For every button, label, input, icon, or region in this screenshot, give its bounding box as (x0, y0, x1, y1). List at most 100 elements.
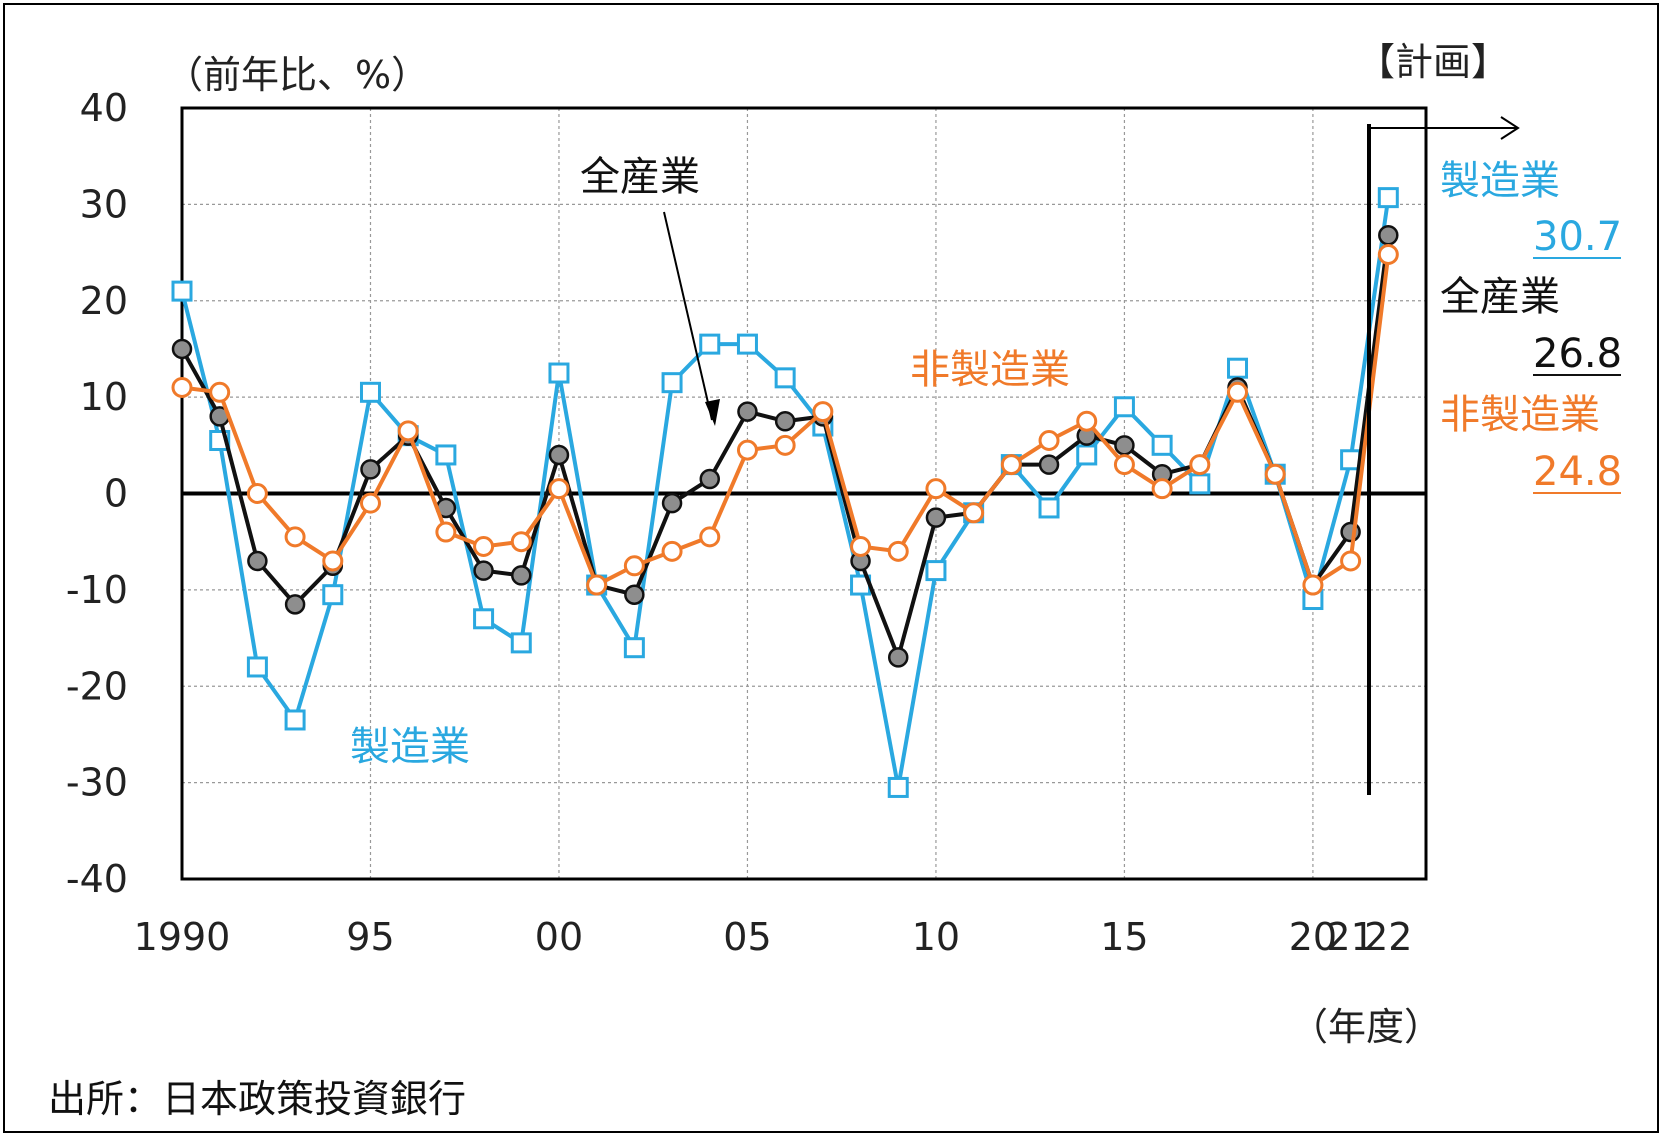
marker-all-industries (737, 401, 758, 422)
marker-non-manufacturing (1302, 574, 1324, 596)
source-note: 出所：日本政策投資銀行 (48, 1077, 466, 1121)
marker-all-industries (925, 507, 947, 528)
marker-non-manufacturing (812, 401, 834, 423)
plan-label: 【計画】 (1357, 40, 1509, 84)
marker-non-manufacturing (661, 540, 683, 562)
marker-non-manufacturing (1340, 550, 1362, 572)
marker-all-industries (247, 550, 268, 572)
y-tick-label: -10 (66, 568, 128, 612)
marker-all-industries (624, 584, 645, 605)
x-axis-label: （年度） (1290, 1005, 1442, 1049)
y-tick-label: -20 (66, 664, 128, 708)
marker-manufacturing (774, 367, 796, 389)
marker-non-manufacturing (359, 492, 381, 514)
marker-manufacturing (284, 709, 306, 731)
marker-manufacturing (322, 584, 344, 606)
marker-non-manufacturing (623, 555, 645, 577)
x-tick-label: 21 (1326, 915, 1374, 959)
marker-non-manufacturing (963, 502, 985, 524)
marker-manufacturing (1038, 497, 1060, 519)
marker-non-manufacturing (1038, 429, 1060, 451)
marker-non-manufacturing (473, 536, 495, 558)
y-tick-label: -40 (66, 857, 128, 901)
marker-non-manufacturing (510, 531, 532, 553)
end-label-manufacturing-value: 30.7 (1533, 214, 1622, 260)
marker-manufacturing (473, 608, 495, 630)
marker-manufacturing (1151, 434, 1173, 456)
marker-all-industries (1378, 224, 1399, 246)
y-tick-labels: 40 30 20 10 0 -10 -20 -30 -40 (66, 86, 128, 901)
marker-manufacturing (435, 444, 457, 466)
label-manufacturing: 製造業 (350, 724, 470, 770)
marker-all-industries (284, 594, 306, 615)
marker-manufacturing (623, 637, 645, 659)
x-tick-label: 15 (1100, 915, 1148, 959)
x-tick-label: 22 (1364, 915, 1412, 959)
marker-manufacturing (1227, 357, 1249, 379)
marker-non-manufacturing (925, 478, 947, 500)
x-tick-label: 00 (535, 915, 583, 959)
marker-manufacturing (1113, 396, 1135, 418)
series-group (171, 187, 1399, 798)
marker-non-manufacturing (246, 483, 268, 504)
marker-manufacturing (1189, 473, 1211, 495)
marker-non-manufacturing (1227, 381, 1249, 403)
marker-all-industries (661, 492, 683, 514)
marker-non-manufacturing (774, 434, 796, 456)
end-label-all-value: 26.8 (1533, 331, 1622, 377)
y-tick-label: -30 (66, 761, 128, 805)
marker-manufacturing (1377, 187, 1399, 209)
marker-manufacturing (359, 381, 381, 403)
marker-manufacturing (1340, 449, 1362, 471)
marker-non-manufacturing (171, 376, 193, 398)
marker-manufacturing (1076, 444, 1098, 466)
marker-manufacturing (171, 280, 193, 302)
label-all-industries: 全産業 (580, 154, 700, 200)
marker-non-manufacturing (1113, 454, 1135, 476)
y-tick-label: 10 (80, 375, 128, 419)
x-tick-label: 05 (723, 915, 771, 959)
marker-non-manufacturing (586, 574, 608, 596)
marker-all-industries (360, 459, 381, 480)
y-tick-label: 20 (80, 279, 128, 323)
y-tick-label: 30 (80, 182, 128, 226)
marker-manufacturing (548, 362, 570, 384)
marker-non-manufacturing (1377, 243, 1399, 265)
marker-non-manufacturing (435, 521, 457, 543)
marker-manufacturing (510, 632, 532, 654)
marker-manufacturing (887, 776, 909, 798)
marker-non-manufacturing (548, 478, 570, 500)
marker-non-manufacturing (1076, 410, 1098, 432)
x-tick-label: 95 (346, 915, 394, 959)
marker-all-industries (511, 565, 532, 586)
end-label-manufacturing-name: 製造業 (1440, 158, 1560, 204)
marker-all-industries (1038, 454, 1060, 475)
plan-arrow-head (1500, 116, 1520, 140)
annotation-arrow-head (705, 399, 720, 426)
marker-manufacturing (736, 333, 758, 355)
marker-all-industries (1114, 435, 1135, 456)
marker-non-manufacturing (1151, 478, 1173, 500)
marker-manufacturing (246, 656, 268, 678)
y-tick-label: 40 (80, 86, 128, 130)
marker-non-manufacturing (209, 381, 231, 403)
marker-manufacturing (661, 372, 683, 394)
marker-non-manufacturing (850, 536, 872, 558)
marker-all-industries (699, 468, 721, 490)
marker-all-industries (473, 560, 494, 581)
marker-all-industries (171, 338, 193, 360)
marker-non-manufacturing (887, 540, 909, 562)
label-non-manufacturing: 非製造業 (910, 347, 1070, 393)
x-tick-label: 10 (912, 915, 960, 959)
x-tick-label: 1990 (134, 915, 231, 959)
end-label-nonmfg-value: 24.8 (1533, 449, 1622, 495)
annotation-arrow-shaft (663, 211, 713, 421)
grid-lines (182, 108, 1426, 879)
chart-frame (3, 3, 1659, 1133)
marker-all-industries (887, 647, 909, 668)
marker-manufacturing (699, 333, 721, 355)
marker-non-manufacturing (1264, 463, 1286, 485)
x-tick-label: 20 (1289, 915, 1337, 959)
y-tick-label: 0 (104, 472, 128, 516)
